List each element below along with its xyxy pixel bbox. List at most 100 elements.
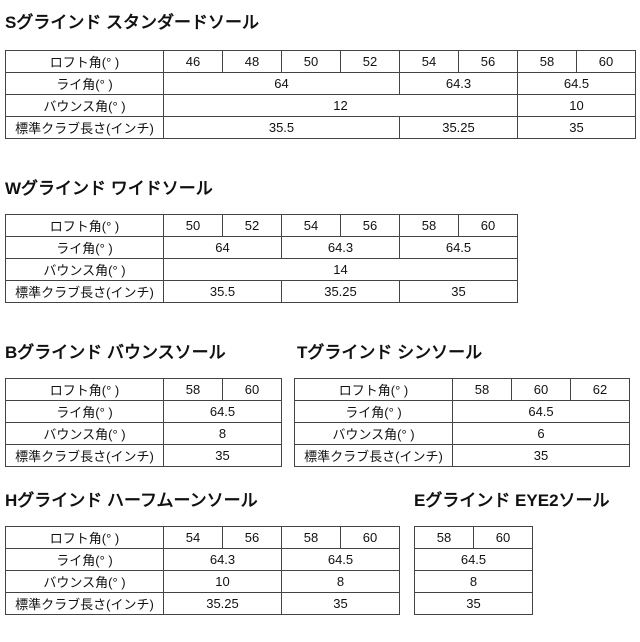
row-label: 標準クラブ長さ(インチ) <box>5 280 164 303</box>
table-row: バウンス角(° ) 6 <box>294 422 630 445</box>
row-label: 標準クラブ長さ(インチ) <box>294 444 453 467</box>
row-label: ライ角(° ) <box>5 548 164 571</box>
table-cell: 62 <box>570 378 630 401</box>
table-cell: 58 <box>452 378 512 401</box>
table-cell: 52 <box>340 50 400 73</box>
table-row: ライ角(° ) 64.5 <box>5 400 282 423</box>
table-row: 58 60 <box>414 526 533 549</box>
table-row: 標準クラブ長さ(インチ) 35 <box>294 444 630 467</box>
table-cell: 64.5 <box>281 548 400 571</box>
table-cell: 64.5 <box>414 548 533 571</box>
table-row: ロフト角(° ) 46 48 50 52 54 56 58 60 <box>5 50 636 73</box>
table-cell: 64 <box>163 72 400 95</box>
table-row: バウンス角(° ) 8 <box>5 422 282 445</box>
table-cell: 56 <box>222 526 282 549</box>
spec-table-b: ロフト角(° ) 58 60 ライ角(° ) 64.5 バウンス角(° ) 8 標準クラブ長さ… <box>5 378 282 467</box>
spec-table-w: ロフト角(° ) 50 52 54 56 58 60 ライ角(° ) 64 64.3 64.5 バウン… <box>5 214 518 303</box>
table-cell: 35.25 <box>281 280 400 303</box>
table-cell: 50 <box>163 214 223 237</box>
table-cell: 58 <box>414 526 474 549</box>
row-label: 標準クラブ長さ(インチ) <box>5 116 164 139</box>
table-row: バウンス角(° ) 12 10 <box>5 94 636 117</box>
table-cell: 64 <box>163 236 282 259</box>
table-cell: 60 <box>222 378 282 401</box>
table-row: ライ角(° ) 64.5 <box>294 400 630 423</box>
table-cell: 35.5 <box>163 280 282 303</box>
table-cell: 64.5 <box>517 72 636 95</box>
table-cell: 8 <box>414 570 533 593</box>
table-row: ライ角(° ) 64 64.3 64.5 <box>5 236 518 259</box>
row-label: ライ角(° ) <box>5 72 164 95</box>
row-label: ロフト角(° ) <box>294 378 453 401</box>
table-cell: 35 <box>399 280 518 303</box>
table-cell: 64.3 <box>399 72 518 95</box>
row-label: 標準クラブ長さ(インチ) <box>5 592 164 615</box>
spec-table-e: 58 60 64.5 8 35 <box>414 526 533 615</box>
row-label: ライ角(° ) <box>5 400 164 423</box>
table-row: バウンス角(° ) 14 <box>5 258 518 281</box>
table-cell: 10 <box>517 94 636 117</box>
table-cell: 35 <box>517 116 636 139</box>
table-row: 標準クラブ長さ(インチ) 35.5 35.25 35 <box>5 280 518 303</box>
section-title: Eグラインド EYE2ソール <box>414 491 610 510</box>
table-row: バウンス角(° ) 10 8 <box>5 570 400 593</box>
table-cell: 60 <box>458 214 518 237</box>
table-cell: 60 <box>473 526 533 549</box>
table-cell: 60 <box>340 526 400 549</box>
table-row: ロフト角(° ) 58 60 <box>5 378 282 401</box>
section-title: Hグラインド ハーフムーンソール <box>5 491 258 510</box>
table-row: 64.5 <box>414 548 533 571</box>
row-label: バウンス角(° ) <box>294 422 453 445</box>
table-cell: 58 <box>281 526 341 549</box>
table-cell: 64.3 <box>281 236 400 259</box>
table-row: ロフト角(° ) 54 56 58 60 <box>5 526 400 549</box>
table-cell: 35.25 <box>399 116 518 139</box>
table-cell: 54 <box>399 50 459 73</box>
table-row: ライ角(° ) 64.3 64.5 <box>5 548 400 571</box>
table-row: 標準クラブ長さ(インチ) 35.25 35 <box>5 592 400 615</box>
spec-table-h: ロフト角(° ) 54 56 58 60 ライ角(° ) 64.3 64.5 バウンス角(° )… <box>5 526 400 615</box>
table-row: ロフト角(° ) 50 52 54 56 58 60 <box>5 214 518 237</box>
section-title: Bグラインド バウンスソール <box>5 343 226 362</box>
table-cell: 56 <box>458 50 518 73</box>
table-cell: 50 <box>281 50 341 73</box>
table-cell: 52 <box>222 214 282 237</box>
spec-table-t: ロフト角(° ) 58 60 62 ライ角(° ) 64.5 バウンス角(° ) 6 標準クラブ… <box>294 378 630 467</box>
table-cell: 8 <box>281 570 400 593</box>
table-cell: 58 <box>399 214 459 237</box>
table-row: 標準クラブ長さ(インチ) 35.5 35.25 35 <box>5 116 636 139</box>
row-label: バウンス角(° ) <box>5 422 164 445</box>
table-cell: 60 <box>576 50 636 73</box>
table-cell: 64.3 <box>163 548 282 571</box>
table-cell: 35 <box>452 444 630 467</box>
section-title: Tグラインド シンソール <box>297 343 483 362</box>
table-cell: 64.5 <box>452 400 630 423</box>
table-row: 標準クラブ長さ(インチ) 35 <box>5 444 282 467</box>
row-label: ライ角(° ) <box>294 400 453 423</box>
table-cell: 35.5 <box>163 116 400 139</box>
table-cell: 14 <box>163 258 518 281</box>
table-cell: 35.25 <box>163 592 282 615</box>
row-label: バウンス角(° ) <box>5 94 164 117</box>
row-label: バウンス角(° ) <box>5 258 164 281</box>
table-cell: 35 <box>163 444 282 467</box>
row-label: ロフト角(° ) <box>5 526 164 549</box>
table-cell: 64.5 <box>163 400 282 423</box>
row-label: ロフト角(° ) <box>5 378 164 401</box>
table-cell: 8 <box>163 422 282 445</box>
table-cell: 46 <box>163 50 223 73</box>
table-cell: 35 <box>281 592 400 615</box>
spec-table-s: ロフト角(° ) 46 48 50 52 54 56 58 60 ライ角(° ) 64 64.3 64.… <box>5 50 636 139</box>
table-cell: 56 <box>340 214 400 237</box>
row-label: 標準クラブ長さ(インチ) <box>5 444 164 467</box>
table-row: 8 <box>414 570 533 593</box>
table-row: ライ角(° ) 64 64.3 64.5 <box>5 72 636 95</box>
table-cell: 35 <box>414 592 533 615</box>
table-cell: 10 <box>163 570 282 593</box>
table-cell: 54 <box>281 214 341 237</box>
table-cell: 48 <box>222 50 282 73</box>
row-label: ライ角(° ) <box>5 236 164 259</box>
table-cell: 60 <box>511 378 571 401</box>
table-row: ロフト角(° ) 58 60 62 <box>294 378 630 401</box>
row-label: ロフト角(° ) <box>5 214 164 237</box>
